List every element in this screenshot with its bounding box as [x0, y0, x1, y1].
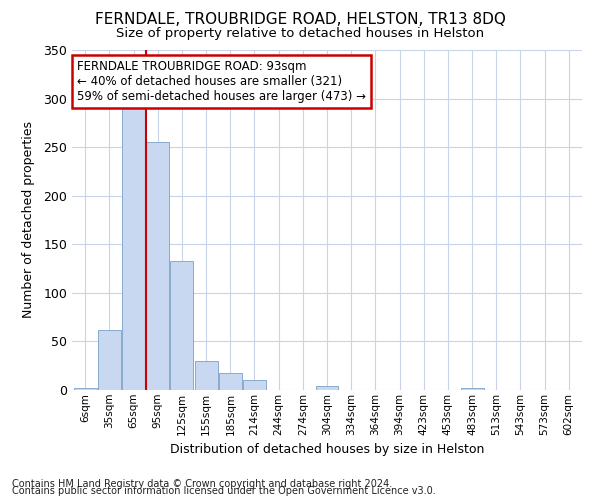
Bar [461, 388, 484, 390]
Y-axis label: Number of detached properties: Number of detached properties [22, 122, 35, 318]
Bar [243, 380, 266, 390]
Text: Contains public sector information licensed under the Open Government Licence v3: Contains public sector information licen… [12, 486, 436, 496]
Text: FERNDALE, TROUBRIDGE ROAD, HELSTON, TR13 8DQ: FERNDALE, TROUBRIDGE ROAD, HELSTON, TR13… [95, 12, 505, 28]
X-axis label: Distribution of detached houses by size in Helston: Distribution of detached houses by size … [170, 443, 484, 456]
Bar [98, 330, 121, 390]
Bar [194, 361, 218, 390]
Bar [146, 142, 169, 390]
Bar [74, 388, 97, 390]
Bar [170, 261, 193, 390]
Bar [316, 386, 338, 390]
Bar [122, 108, 145, 390]
Text: Size of property relative to detached houses in Helston: Size of property relative to detached ho… [116, 28, 484, 40]
Text: FERNDALE TROUBRIDGE ROAD: 93sqm
← 40% of detached houses are smaller (321)
59% o: FERNDALE TROUBRIDGE ROAD: 93sqm ← 40% of… [77, 60, 366, 103]
Text: Contains HM Land Registry data © Crown copyright and database right 2024.: Contains HM Land Registry data © Crown c… [12, 479, 392, 489]
Bar [219, 374, 242, 390]
